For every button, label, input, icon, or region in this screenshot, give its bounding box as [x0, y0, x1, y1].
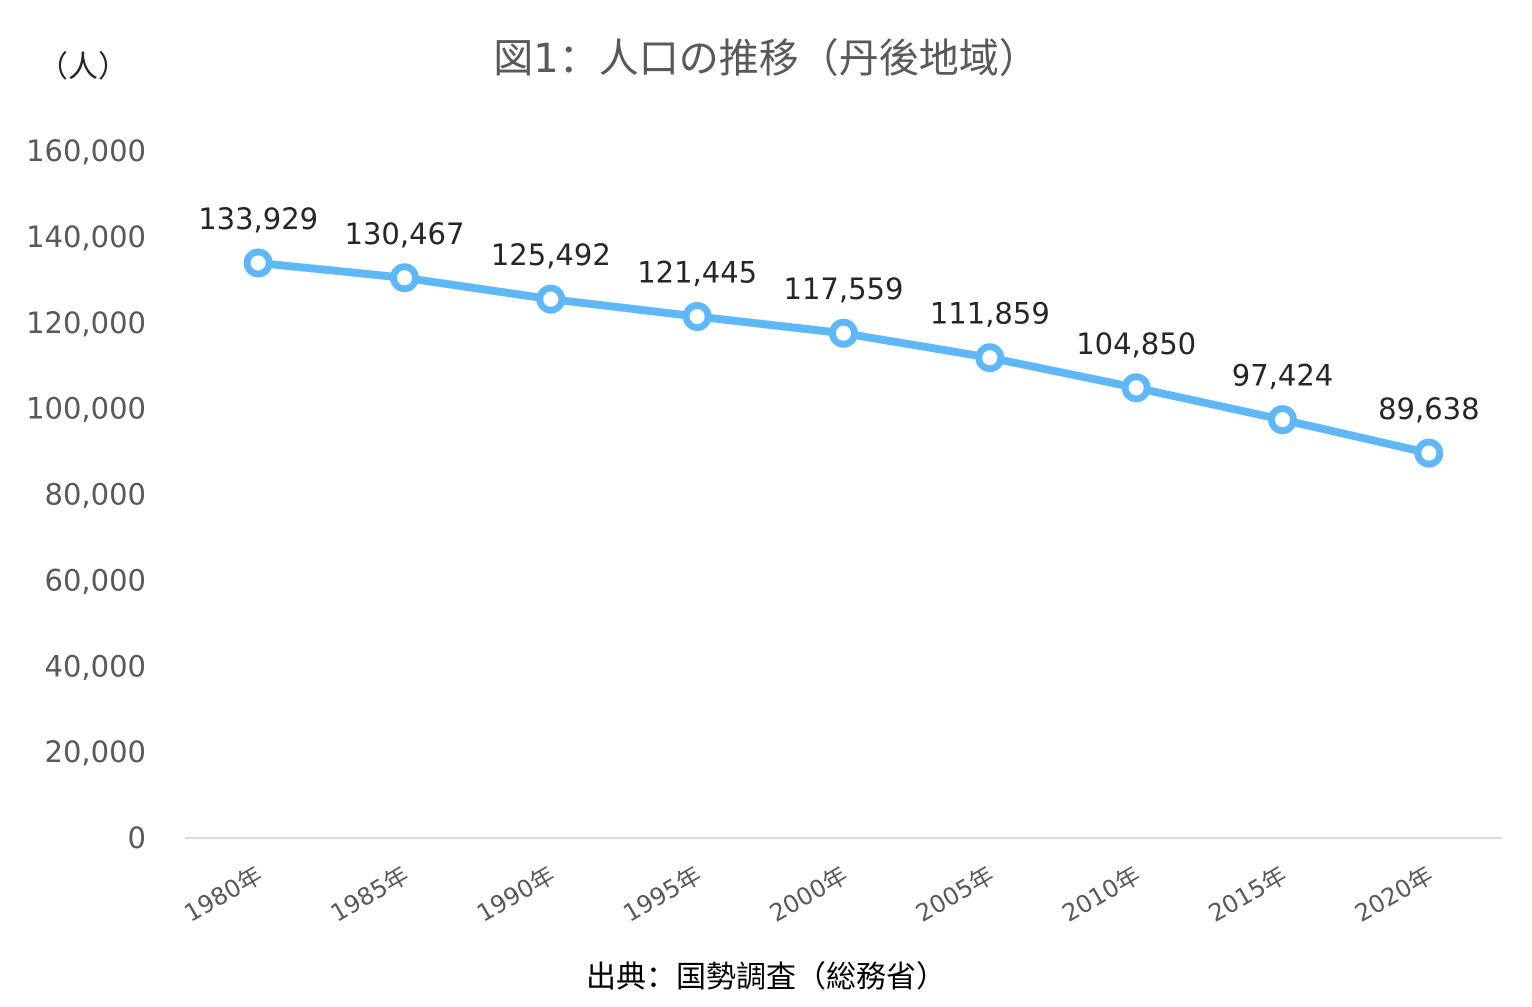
y-tick-label: 160,000 — [26, 134, 146, 168]
data-point — [390, 263, 419, 293]
data-point — [243, 248, 273, 278]
x-tick-label: 1980年 — [179, 861, 267, 928]
data-point — [1268, 405, 1297, 435]
data-label: 97,424 — [1232, 359, 1333, 393]
x-tick-label: 2000年 — [765, 861, 853, 928]
y-tick-label: 80,000 — [45, 478, 146, 512]
x-tick-label: 2015年 — [1204, 861, 1292, 928]
y-tick-label: 0 — [128, 821, 146, 855]
data-point — [1121, 373, 1151, 403]
x-tick-label: 2010年 — [1057, 861, 1145, 928]
data-label: 130,467 — [345, 217, 465, 251]
y-tick-label: 140,000 — [26, 220, 146, 254]
y-tick-label: 100,000 — [26, 392, 146, 426]
data-label: 111,859 — [930, 297, 1050, 331]
data-point — [975, 343, 1005, 373]
x-tick-label: 2005年 — [911, 861, 999, 928]
data-label: 121,445 — [637, 256, 757, 290]
source-note: 出典：国勢調査（総務省） — [586, 960, 946, 995]
y-tick-label: 60,000 — [45, 563, 146, 597]
y-axis-unit-label: （人） — [38, 50, 128, 85]
data-point — [536, 284, 566, 314]
x-tick-label: 2020年 — [1350, 861, 1438, 928]
y-tick-label: 40,000 — [45, 649, 146, 683]
data-label: 117,559 — [784, 272, 904, 306]
data-label: 125,492 — [491, 238, 611, 272]
x-tick-label: 1995年 — [618, 861, 706, 928]
x-tick-label: 1985年 — [326, 861, 414, 928]
x-tick-label: 1990年 — [472, 861, 560, 928]
y-tick-label: 20,000 — [45, 735, 146, 769]
chart-title: 図1：人口の推移（丹後地域） — [493, 36, 1039, 82]
y-tick-label: 120,000 — [26, 306, 146, 340]
data-label: 89,638 — [1378, 392, 1479, 426]
data-point — [829, 318, 858, 348]
data-label: 104,850 — [1076, 327, 1196, 361]
data-point — [1414, 438, 1444, 468]
data-point — [682, 302, 712, 332]
data-label: 133,929 — [198, 202, 318, 236]
